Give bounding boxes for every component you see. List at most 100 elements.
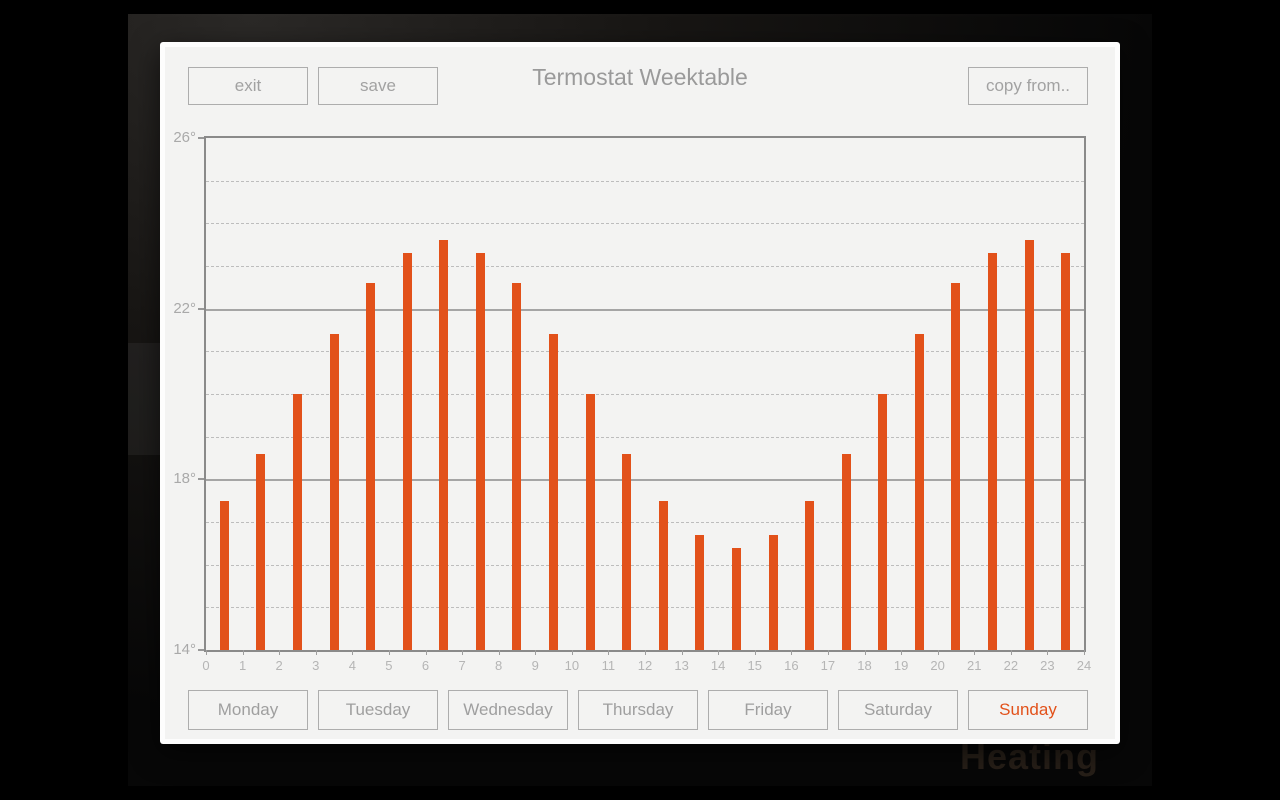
day-button-saturday[interactable]: Saturday [838, 690, 958, 730]
x-axis-label-4: 4 [348, 658, 356, 673]
x-axis-tick-23 [1047, 650, 1049, 655]
x-axis-tick-21 [974, 650, 976, 655]
x-axis-label-2: 2 [275, 658, 283, 673]
y-axis-label-18: 18° [173, 470, 196, 488]
x-axis-tick-16 [791, 650, 793, 655]
gridline-minor-23 [206, 266, 1084, 267]
x-axis-tick-20 [937, 650, 939, 655]
bar-hour-9[interactable] [549, 334, 559, 650]
y-axis-label-14: 14° [173, 641, 196, 658]
exit-button[interactable]: exit [188, 67, 308, 105]
x-axis-tick-13 [681, 650, 683, 655]
bar-hour-15[interactable] [768, 534, 778, 650]
x-axis-label-20: 20 [930, 658, 945, 673]
copy-from-button[interactable]: copy from.. [968, 67, 1088, 105]
weektable-dialog: exit save Termostat Weektable copy from.… [160, 42, 1120, 744]
gridline-minor-24 [206, 223, 1084, 225]
gridline-minor-17 [206, 522, 1084, 523]
bar-hour-18[interactable] [878, 394, 888, 650]
bar-hour-14[interactable] [731, 547, 741, 650]
x-axis-tick-10 [571, 650, 573, 655]
x-axis-label-1: 1 [238, 658, 247, 673]
x-axis-tick-4 [352, 650, 354, 655]
bar-hour-4[interactable] [366, 283, 376, 650]
x-axis-tick-9 [535, 650, 537, 655]
bar-hour-8[interactable] [512, 283, 522, 650]
bar-hour-3[interactable] [329, 334, 339, 650]
bar-hour-2[interactable] [292, 394, 302, 650]
x-axis-label-21: 21 [967, 658, 982, 673]
bar-hour-1[interactable] [256, 453, 266, 650]
day-button-friday[interactable]: Friday [708, 690, 828, 730]
x-axis-label-17: 17 [820, 658, 836, 673]
x-axis-tick-6 [425, 650, 427, 655]
x-axis-tick-17 [827, 650, 829, 655]
x-axis-label-16: 16 [784, 658, 799, 673]
x-axis-tick-0 [206, 650, 207, 655]
x-axis-label-0: 0 [202, 658, 210, 673]
temperature-chart [204, 136, 1086, 652]
gridline-minor-20 [206, 394, 1084, 395]
x-axis-label-12: 12 [637, 658, 653, 673]
x-axis-label-9: 9 [531, 658, 539, 673]
y-axis-label-26: 26° [173, 129, 196, 146]
x-axis-tick-11 [608, 650, 610, 655]
bar-hour-19[interactable] [914, 334, 924, 650]
bar-hour-22[interactable] [1024, 240, 1034, 650]
x-axis-tick-5 [388, 650, 390, 655]
bar-hour-13[interactable] [695, 534, 705, 650]
gridline-minor-16 [206, 564, 1084, 566]
x-axis-label-3: 3 [312, 658, 320, 673]
gridline-minor-21 [206, 351, 1084, 353]
y-axis-label-22: 22° [173, 299, 196, 317]
x-axis-tick-3 [315, 650, 317, 655]
x-axis-label-11: 11 [601, 658, 616, 673]
gridline-minor-19 [206, 436, 1084, 438]
day-button-sunday[interactable]: Sunday [968, 690, 1088, 730]
x-axis-label-14: 14 [710, 658, 726, 673]
x-axis-tick-7 [462, 650, 464, 655]
save-button[interactable]: save [318, 67, 438, 105]
x-axis-label-7: 7 [458, 658, 466, 673]
x-axis-tick-18 [864, 650, 866, 655]
x-axis-tick-19 [901, 650, 903, 655]
x-axis-tick-14 [718, 650, 720, 655]
bar-hour-12[interactable] [658, 500, 668, 650]
bar-hour-5[interactable] [402, 253, 412, 650]
x-axis-tick-2 [279, 650, 281, 655]
dialog-title: Termostat Weektable [532, 64, 748, 90]
x-axis-label-13: 13 [674, 658, 689, 673]
bar-hour-16[interactable] [805, 500, 815, 650]
x-axis-tick-22 [1010, 650, 1012, 655]
x-axis-label-15: 15 [747, 658, 762, 673]
x-axis-label-5: 5 [385, 658, 393, 673]
bar-hour-11[interactable] [622, 453, 632, 650]
day-button-tuesday[interactable]: Tuesday [318, 690, 438, 730]
day-button-thursday[interactable]: Thursday [578, 690, 698, 730]
bar-hour-17[interactable] [841, 453, 851, 650]
x-axis-label-23: 23 [1040, 658, 1055, 673]
chart-plot-area [206, 138, 1084, 650]
bar-hour-0[interactable] [219, 500, 229, 650]
y-axis-tick-26 [198, 137, 204, 139]
x-axis-label-22: 22 [1003, 658, 1019, 673]
bar-hour-7[interactable] [475, 253, 485, 650]
bar-hour-6[interactable] [439, 240, 449, 650]
gridline-minor-15 [206, 607, 1084, 609]
bar-hour-20[interactable] [951, 283, 961, 650]
bar-hour-23[interactable] [1061, 253, 1071, 650]
x-axis-label-10: 10 [564, 658, 580, 673]
x-axis-label-18: 18 [857, 658, 872, 673]
day-button-monday[interactable]: Monday [188, 690, 308, 730]
x-axis-label-6: 6 [421, 658, 430, 673]
bar-hour-10[interactable] [585, 394, 595, 650]
x-axis-tick-12 [645, 650, 646, 655]
x-axis-tick-1 [242, 650, 244, 655]
x-axis-tick-15 [754, 650, 756, 655]
x-axis-label-19: 19 [893, 658, 909, 673]
x-axis-tick-24 [1084, 650, 1085, 655]
bar-hour-21[interactable] [988, 253, 998, 650]
day-button-wednesday[interactable]: Wednesday [448, 690, 568, 730]
gridline-major-18 [206, 479, 1084, 482]
